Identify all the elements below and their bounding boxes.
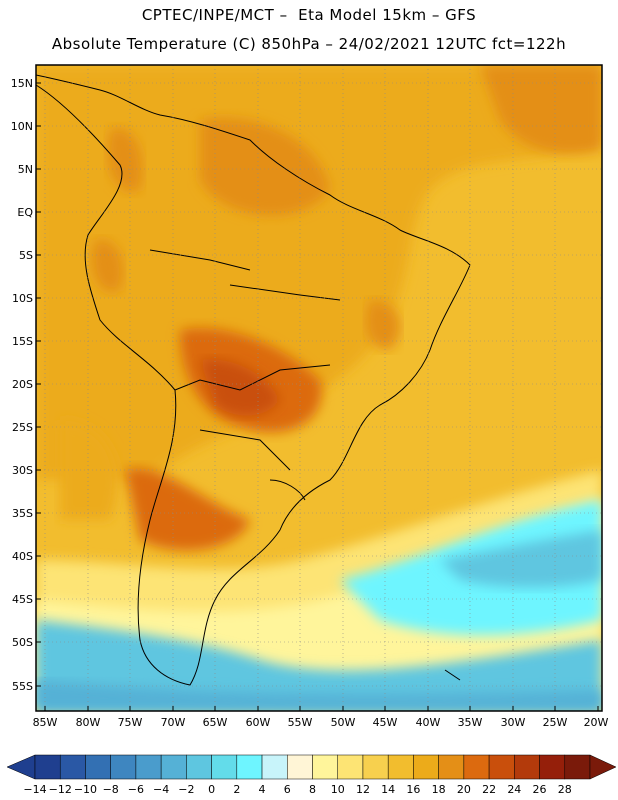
lon-label: 85W [33, 716, 58, 729]
lat-label: 30S [12, 464, 33, 477]
lat-label: 35S [12, 507, 33, 520]
colorbar-swatch [287, 754, 313, 780]
colorbar-tick-label: −6 [128, 783, 144, 796]
colorbar-tick-label: −8 [103, 783, 119, 796]
lat-label: 15S [12, 335, 33, 348]
colorbar-tick-label: 0 [208, 783, 215, 796]
colorbar-swatch [135, 754, 162, 780]
lon-label: 60W [246, 716, 271, 729]
colorbar-swatch [438, 754, 465, 780]
colorbar-swatch [387, 754, 414, 780]
lon-label: 25W [543, 716, 568, 729]
colorbar-swatch [211, 754, 238, 780]
lon-label: 20W [584, 716, 609, 729]
lon-label: 40W [416, 716, 441, 729]
colorbar-tick-label: 22 [482, 783, 496, 796]
lat-label: 5N [18, 163, 33, 176]
colorbar-swatch [564, 754, 591, 780]
colorbar-swatch [488, 754, 515, 780]
colorbar-tick-label: −10 [74, 783, 97, 796]
colorbar-swatch [236, 754, 263, 780]
colorbar-swatch [34, 754, 61, 780]
lat-label: 10S [12, 292, 33, 305]
lat-label: 45S [12, 593, 33, 606]
lon-label: 45W [373, 716, 398, 729]
coastlines [35, 74, 471, 686]
colorbar-tick-label: −2 [178, 783, 194, 796]
map-title: CPTEC/INPE/MCT – Eta Model 15km – GFS [141, 6, 477, 24]
colorbar-tick-label: 28 [558, 783, 572, 796]
colorbar-swatch [337, 754, 364, 780]
lat-label: 55S [12, 680, 33, 693]
colorbar-high-arrow [589, 754, 617, 780]
lat-label: EQ [17, 206, 33, 219]
lat-label: 40S [12, 550, 33, 563]
lon-label: 65W [203, 716, 228, 729]
colorbar-tick-label: 10 [331, 783, 345, 796]
colorbar-swatches [6, 754, 617, 780]
lat-label: 10N [11, 120, 33, 133]
temperature-map: 15N 10N 5N EQ 5S 10S 15S 20S 25S 30S 35S… [11, 64, 609, 729]
lon-label: 80W [76, 716, 101, 729]
lat-label: 15N [11, 77, 33, 90]
lon-label: 35W [458, 716, 483, 729]
colorbar-tick-label: 8 [309, 783, 316, 796]
lat-label: 5S [19, 249, 33, 262]
colorbar-swatch [160, 754, 187, 780]
map-frame [35, 64, 603, 712]
lon-label: 75W [118, 716, 143, 729]
colorbar-swatch [261, 754, 288, 780]
lon-label: 70W [161, 716, 186, 729]
colorbar-tick-label: 16 [406, 783, 420, 796]
lon-label: 50W [331, 716, 356, 729]
colorbar-tick-label: 24 [507, 783, 521, 796]
colorbar-tick-label: 6 [284, 783, 291, 796]
colorbar-swatch [110, 754, 137, 780]
colorbar-tick-label: 2 [233, 783, 240, 796]
colorbar-swatch [514, 754, 540, 780]
lat-label: 20S [12, 378, 33, 391]
colorbar-tick-label: 14 [381, 783, 395, 796]
colorbar-swatch [85, 754, 111, 780]
colorbar-tick-label: 20 [457, 783, 471, 796]
lat-label: 25S [12, 421, 33, 434]
colorbar-labels: −14 −12 −10 −8 −6 −4 −2 0 2 4 6 8 10 12 14 16 18 20 22 24 26… [23, 783, 571, 796]
colorbar-swatch [312, 754, 338, 780]
colorbar-tick-label: 26 [533, 783, 547, 796]
axis-ticks [36, 82, 599, 711]
colorbar-tick-label: −14 [23, 783, 46, 796]
colorbar-tick-label: 4 [259, 783, 266, 796]
colorbar-swatch [463, 754, 490, 780]
lon-label: 30W [501, 716, 526, 729]
temperature-field [36, 65, 602, 711]
lat-label: 50S [12, 636, 33, 649]
colorbar: −14 −12 −10 −8 −6 −4 −2 0 2 4 6 8 10 12 14 16 18 20 22 24 26… [6, 754, 617, 796]
colorbar-swatch [59, 754, 86, 780]
colorbar-swatch [362, 754, 389, 780]
map-subtitle: Absolute Temperature (C) 850hPa – 24/02/… [51, 35, 567, 53]
colorbar-tick-label: 12 [356, 783, 370, 796]
colorbar-swatch [539, 754, 566, 780]
colorbar-tick-label: 18 [432, 783, 446, 796]
colorbar-swatch [186, 754, 212, 780]
colorbar-low-arrow [6, 754, 36, 780]
colorbar-swatch [413, 754, 439, 780]
colorbar-tick-label: −12 [49, 783, 72, 796]
lon-label: 55W [288, 716, 313, 729]
colorbar-tick-label: −4 [153, 783, 169, 796]
